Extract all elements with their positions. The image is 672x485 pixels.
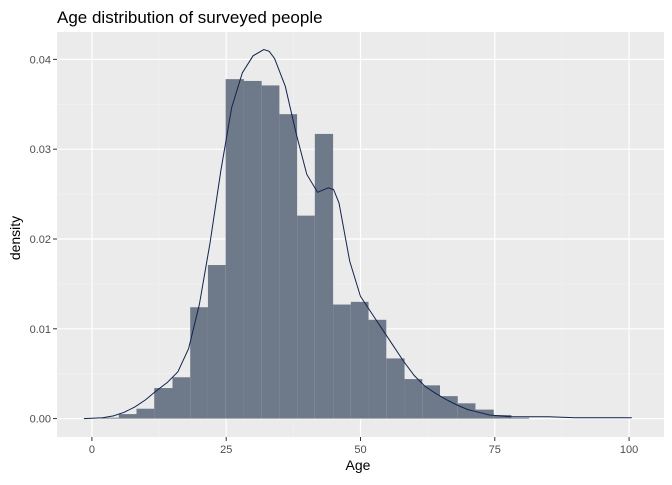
x-tick-label: 50 — [354, 444, 366, 456]
x-axis-title: Age — [346, 457, 371, 473]
histogram-bar — [261, 85, 280, 419]
histogram-bar — [118, 414, 137, 419]
x-tick-label: 25 — [220, 444, 232, 456]
histogram-bar — [440, 396, 458, 419]
density-curve — [83, 48, 632, 420]
y-tick-label: 0.03 — [30, 144, 51, 156]
histogram-bar — [279, 114, 298, 419]
x-tick-label: 0 — [89, 444, 95, 456]
histogram-bar — [314, 133, 334, 419]
histogram-bar — [207, 265, 226, 419]
histogram-bar — [297, 215, 315, 419]
histogram-bar — [386, 358, 405, 419]
histogram-bar — [511, 417, 530, 419]
x-tick-label: 100 — [620, 444, 638, 456]
histogram-bar — [404, 379, 423, 419]
histogram-bar — [154, 388, 173, 419]
y-axis-ticks: 0.00 0.01 0.02 0.03 0.04 — [30, 54, 57, 426]
histogram-bar — [243, 80, 262, 419]
y-tick-label: 0.04 — [30, 54, 51, 66]
histogram-bar — [333, 304, 351, 419]
x-tick-label: 75 — [489, 444, 501, 456]
histogram-bar — [136, 408, 155, 419]
x-axis-ticks: 0 25 50 75 100 — [89, 437, 638, 456]
histogram-bar — [172, 377, 191, 419]
y-tick-label: 0.01 — [30, 324, 51, 336]
y-axis-title: density — [7, 216, 23, 260]
histogram-bar — [225, 79, 244, 419]
y-tick-label: 0.00 — [30, 414, 51, 426]
chart-title: Age distribution of surveyed people — [57, 8, 323, 27]
histogram-bar — [368, 319, 387, 419]
histogram-bar — [190, 307, 208, 419]
histogram-bar — [350, 301, 369, 419]
histogram-bars — [101, 79, 530, 419]
y-tick-label: 0.02 — [30, 234, 51, 246]
histogram-bar — [493, 414, 512, 419]
histogram-bar — [101, 417, 119, 419]
